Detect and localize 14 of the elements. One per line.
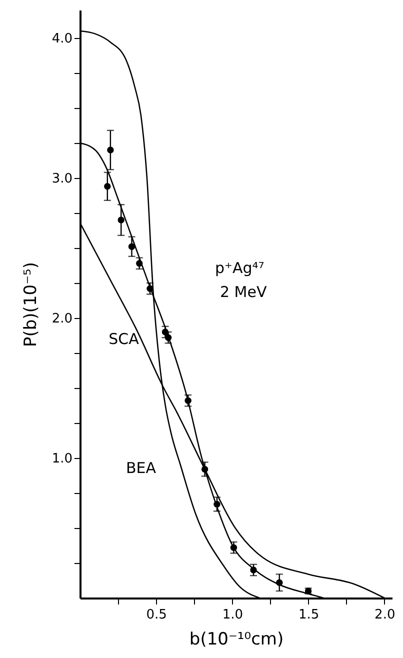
y-tick-label: 3.0 [52, 172, 72, 186]
x-tick-label: 1.0 [222, 608, 244, 622]
y-tick-label: 2.0 [52, 312, 72, 326]
annotation: SCA [108, 330, 140, 348]
y-tick-label: 1.0 [52, 452, 72, 466]
x-tick-label: 2.0 [374, 608, 396, 622]
y-axis-title: P(b)(10⁻⁵) [20, 262, 41, 347]
x-axis-title: b(10⁻¹⁰cm) [189, 630, 284, 650]
annotation: BEA [126, 459, 157, 477]
annotation: p⁺Ag⁴⁷ [215, 259, 264, 277]
y-tick-label: 4.0 [52, 32, 72, 46]
annotation: 2 MeV [220, 283, 268, 301]
x-tick-label: 1.5 [298, 608, 320, 622]
x-tick-label: 0.5 [146, 608, 167, 622]
